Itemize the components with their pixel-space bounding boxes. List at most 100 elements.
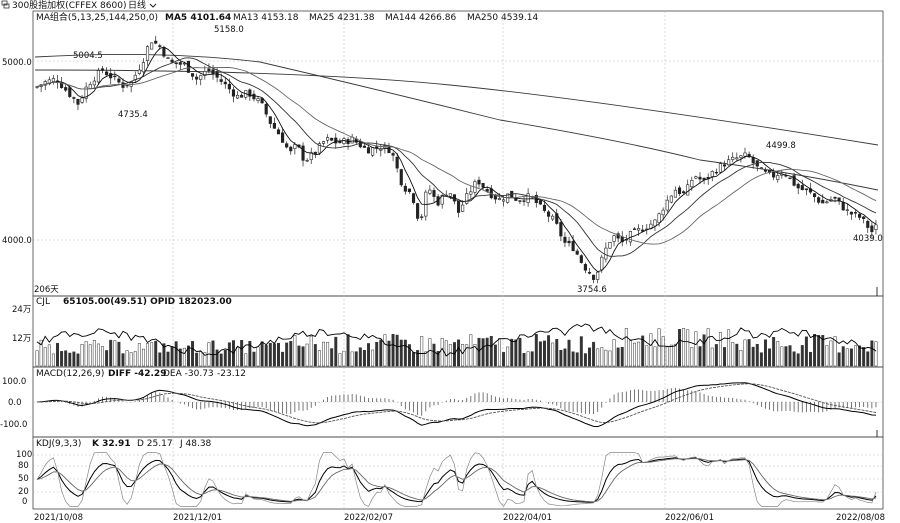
- candle-down: [792, 175, 796, 186]
- volume-bar-down: [592, 341, 596, 367]
- volume-bar-up: [141, 348, 145, 367]
- volume-bar-down: [174, 341, 178, 367]
- period-selector[interactable]: 日线: [128, 0, 146, 11]
- candle-up: [551, 215, 555, 220]
- volume-bar-down: [109, 339, 113, 367]
- candle-up: [166, 57, 170, 59]
- candle-up: [665, 199, 669, 211]
- volume-bar-up: [35, 350, 39, 367]
- volume-bar-down: [297, 345, 301, 367]
- candle-up: [321, 141, 326, 144]
- candle-down: [391, 153, 395, 156]
- candle-down: [207, 68, 211, 72]
- date-tick-1: 2021/12/01: [173, 513, 222, 523]
- candle-up: [739, 155, 743, 158]
- annotation-4039: 4039.0: [853, 234, 883, 244]
- candle-up: [256, 98, 260, 101]
- volume-bar-up: [146, 343, 150, 367]
- volume-bar-up: [669, 344, 673, 367]
- volume-bar-up: [628, 340, 632, 367]
- volume-bar-down: [817, 335, 821, 367]
- candle-up: [657, 213, 661, 223]
- candle-up: [710, 171, 714, 177]
- volume-bar-down: [502, 352, 506, 367]
- volume-bar-down: [772, 337, 776, 367]
- volume-bar-down: [268, 342, 272, 367]
- candle-down: [223, 81, 227, 85]
- volume-bar-down: [252, 351, 256, 367]
- volume-bar-down: [563, 348, 567, 367]
- candle-down: [579, 255, 583, 263]
- volume-bar-down: [432, 343, 436, 367]
- annotation-4499: 4499.8: [766, 141, 796, 151]
- volume-bar-down: [285, 342, 289, 367]
- candle-up: [608, 242, 612, 249]
- date-tick-3: 2022/04/01: [503, 513, 552, 523]
- volume-bar-up: [710, 347, 714, 367]
- candle-down: [747, 153, 751, 158]
- candle-up: [526, 193, 530, 203]
- volume-bar-up: [665, 346, 669, 367]
- volume-bar-up: [780, 346, 784, 367]
- ma25-label: MA25 4231.38: [309, 13, 375, 23]
- candle-down: [289, 146, 293, 152]
- candle-down: [456, 200, 461, 213]
- candle-up: [600, 256, 604, 271]
- volume-bar-down: [211, 340, 215, 367]
- volume-bar-up: [51, 353, 55, 367]
- kdj-tick-20: 20: [18, 487, 29, 497]
- volume-bar-down: [60, 351, 64, 367]
- chevron-down-icon[interactable]: [149, 3, 157, 8]
- grid-lines: [33, 11, 883, 509]
- volume-bar-down: [313, 344, 317, 367]
- volume-bar-down: [510, 338, 514, 367]
- candle-up: [92, 80, 96, 86]
- candle-down: [72, 97, 76, 99]
- volume-bar-up: [600, 347, 604, 367]
- date-tick-4: 2022/06/01: [665, 513, 714, 523]
- volume-bar-down: [514, 339, 518, 367]
- long-ma-lines: [34, 53, 879, 191]
- volume-bar-up: [649, 333, 653, 367]
- volume-bar-up: [133, 351, 137, 367]
- volume-panel: CJL 65105.00(49.51) OPID 182023.00 24万 1…: [12, 297, 232, 344]
- candle-up: [47, 79, 51, 85]
- candle-down: [817, 197, 821, 203]
- volume-bar-down: [784, 346, 788, 367]
- candle-down: [485, 189, 489, 192]
- candle-down: [399, 169, 403, 186]
- volume-bar-down: [191, 341, 195, 367]
- volume-bar-down: [362, 350, 366, 367]
- volume-tick-12w: 12万: [12, 334, 31, 344]
- candle-up: [371, 147, 375, 156]
- volume-bar-up: [182, 347, 186, 367]
- ma-indicator-label: MA组合(5,13,25,144,250,0): [36, 11, 158, 23]
- candle-down: [113, 75, 117, 78]
- candle-down: [804, 188, 808, 191]
- macd-histogram: [40, 387, 877, 416]
- candle-down: [240, 94, 244, 98]
- volume-bar-up: [322, 341, 325, 367]
- volume-bar-down: [272, 343, 276, 367]
- volume-bar-up: [854, 345, 857, 367]
- candle-down: [174, 62, 178, 65]
- volume-bar-down: [809, 351, 812, 367]
- volume-bar-down: [166, 351, 170, 367]
- volume-bar-down: [849, 348, 853, 367]
- volume-bar-down: [755, 343, 759, 367]
- candle-down: [677, 187, 682, 194]
- volume-bar-up: [203, 352, 207, 367]
- volume-bar-up: [657, 328, 661, 367]
- volume-bar-up: [718, 332, 722, 367]
- price-annotations: 5158.0 5004.5 4735.4 4499.8 3754.6 4039.…: [73, 25, 883, 295]
- instrument-title: 300股指加权(CFFEX 8600): [12, 0, 126, 11]
- volume-bar-down: [481, 338, 485, 367]
- candle-down: [334, 137, 338, 144]
- candle-down: [522, 200, 526, 202]
- candle-up: [637, 228, 641, 231]
- candle-up: [731, 156, 735, 161]
- candle-down: [268, 116, 272, 124]
- volume-bar-down: [714, 344, 718, 367]
- candle-down: [477, 179, 481, 185]
